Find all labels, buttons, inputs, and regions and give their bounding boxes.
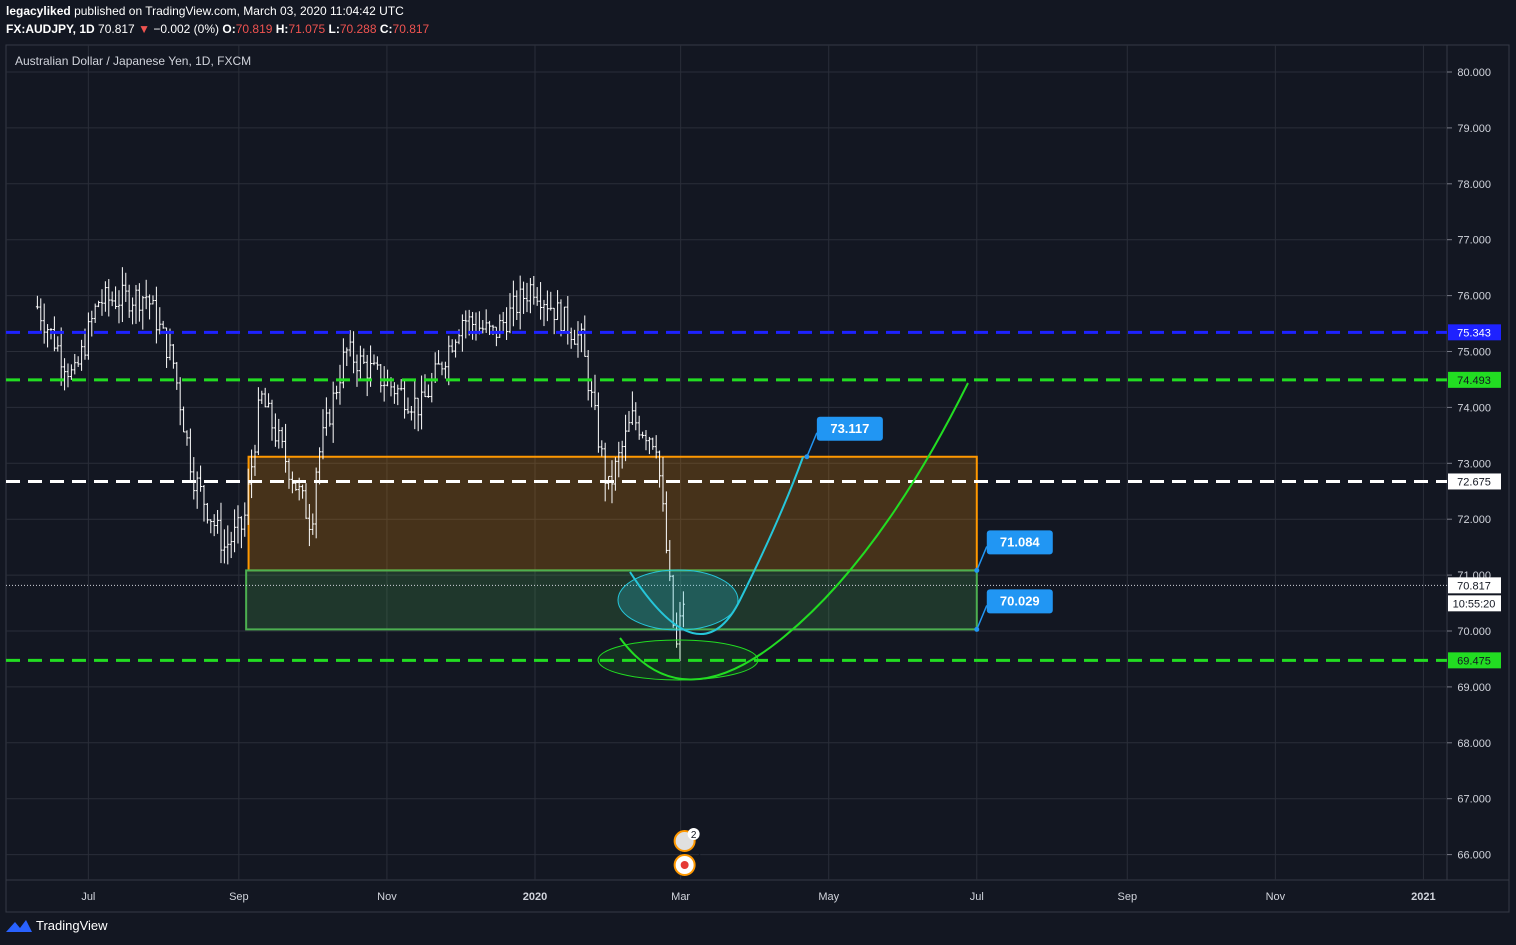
open-label: O:	[222, 22, 236, 36]
green-projection-curve	[619, 382, 969, 681]
callout-label: 71.084	[1000, 534, 1041, 549]
candlestick-series	[35, 267, 685, 662]
event-count-badge	[687, 828, 700, 840]
callout-box	[986, 589, 1053, 614]
author-name[interactable]: legacyliked	[6, 4, 71, 18]
ohlc-bar: FX:AUDJPY, 1D 70.817 ▼ −0.002 (0%) O:70.…	[6, 22, 429, 36]
level-price-tag	[1448, 371, 1501, 388]
y-tick-label: 74.000	[1457, 402, 1491, 414]
y-tick-label: 76.000	[1457, 291, 1491, 303]
y-tick-label: 79.000	[1457, 123, 1491, 135]
event-count-label: 4	[696, 853, 702, 864]
y-tick-label: 66.000	[1457, 850, 1491, 862]
tradingview-logo-icon	[6, 919, 32, 932]
y-tick-label: 73.000	[1457, 458, 1491, 470]
x-tick-label: Sep	[229, 891, 249, 903]
price-scale	[1447, 45, 1509, 880]
callout-box	[816, 416, 883, 441]
low-label: L:	[328, 22, 340, 36]
y-tick-label: 69.000	[1457, 682, 1491, 694]
close-value: 70.817	[392, 22, 430, 36]
level-price-label: 75.343	[1457, 327, 1491, 339]
x-tick-label: Nov	[377, 891, 397, 903]
publish-date: published on TradingView.com, March 03, …	[74, 4, 404, 18]
open-value: 70.819	[235, 22, 273, 36]
x-tick-label: Jul	[970, 891, 984, 903]
x-tick-label: 2021	[1411, 891, 1435, 903]
callout-pointer	[806, 432, 818, 458]
callout-box	[986, 530, 1053, 555]
symbol-label: FX:AUDJPY, 1D	[6, 22, 95, 36]
callout-anchor	[974, 626, 980, 632]
tradingview-brand: TradingView	[36, 918, 108, 933]
high-label: H:	[275, 22, 289, 36]
level-price-label: 74.493	[1457, 375, 1491, 387]
x-tick-label: 2020	[523, 891, 547, 903]
x-tick-label: Mar	[671, 891, 690, 903]
callout-pointer	[976, 546, 988, 571]
high-value: 71.075	[288, 22, 326, 36]
publish-info: legacyliked published on TradingView.com…	[6, 4, 404, 18]
callout-anchor	[804, 454, 810, 460]
y-tick-label: 78.000	[1457, 179, 1491, 191]
callout-label: 73.117	[830, 421, 869, 436]
last-price-label: 70.817	[1457, 580, 1491, 592]
cyan-ellipse	[617, 569, 739, 631]
orange-zone	[247, 455, 978, 572]
y-tick-label: 75.000	[1457, 347, 1491, 359]
level-price-tag	[1448, 652, 1501, 669]
level-price-label: 69.475	[1457, 655, 1491, 667]
callout-label: 70.029	[1000, 593, 1040, 608]
callout-pointer	[976, 605, 988, 630]
x-tick-label: Jul	[81, 891, 95, 903]
y-tick-label: 72.000	[1457, 514, 1491, 526]
event-count-label: 2	[691, 830, 697, 841]
level-price-tag	[1448, 324, 1501, 341]
tradingview-logo[interactable]: TradingView	[6, 918, 108, 933]
jp-flag-dot	[680, 861, 689, 869]
price-change: −0.002 (0%)	[153, 22, 220, 36]
chart-title: Australian Dollar / Japanese Yen, 1D, FX…	[15, 54, 251, 68]
y-tick-label: 67.000	[1457, 794, 1491, 806]
chart-border	[5, 44, 1510, 913]
y-tick-label: 68.000	[1457, 738, 1491, 750]
close-label: C:	[379, 22, 393, 36]
last-price-tag	[1448, 577, 1501, 594]
x-tick-label: Nov	[1266, 891, 1286, 903]
green-ellipse	[597, 639, 759, 681]
countdown-label: 10:55:20	[1453, 598, 1496, 610]
down-arrow-icon: ▼	[138, 22, 150, 36]
cyan-projection-curve	[629, 456, 804, 636]
last-price: 70.817	[98, 22, 135, 36]
y-tick-label: 80.000	[1457, 67, 1491, 79]
x-tick-label: May	[818, 891, 839, 903]
callout-anchor	[974, 567, 980, 573]
level-price-label: 72.675	[1457, 476, 1491, 488]
green-zone	[245, 569, 978, 631]
level-price-tag	[1448, 473, 1501, 490]
y-tick-label: 70.000	[1457, 626, 1491, 638]
y-tick-label: 77.000	[1457, 235, 1491, 247]
x-tick-label: Sep	[1117, 891, 1137, 903]
low-value: 70.288	[339, 22, 377, 36]
countdown-tag	[1448, 595, 1501, 612]
